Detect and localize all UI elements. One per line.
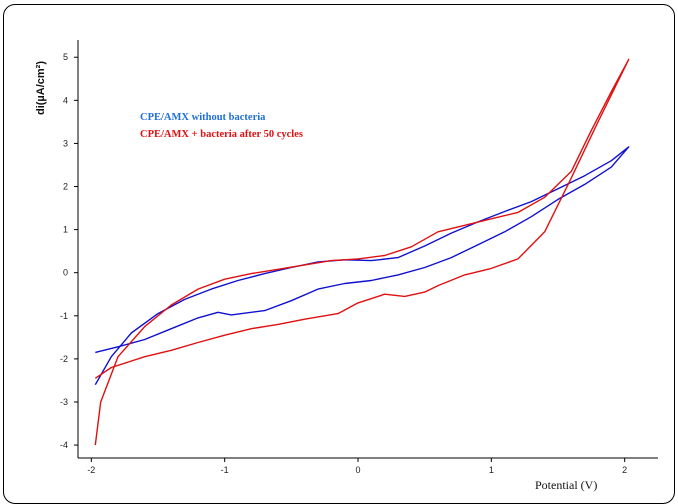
y-axis-label: di(µA/cm²) [35, 61, 47, 115]
y-ticks: -4 -3 -2 -1 0 1 2 3 4 5 [60, 52, 78, 450]
axes [77, 40, 658, 459]
y-tick-label: 3 [63, 138, 68, 148]
series-line-1 [94, 58, 630, 446]
x-tick-label: 2 [622, 465, 627, 475]
series-line-0 [94, 146, 630, 386]
series-group [94, 58, 630, 446]
cv-chart: -2 -1 0 1 2 -4 -3 -2 -1 0 1 2 3 4 5 CPE/AMX without b… [35, 40, 658, 492]
y-tick-label: -2 [60, 354, 68, 364]
y-tick-label: 0 [63, 268, 68, 278]
y-tick-label: 1 [63, 225, 68, 235]
x-tick-label: -1 [221, 465, 229, 475]
legend-entry-0: CPE/AMX without bacteria [140, 112, 266, 123]
y-tick-label: 2 [63, 182, 68, 192]
y-tick-label: 5 [63, 52, 68, 62]
y-tick-label: -1 [60, 311, 68, 321]
x-axis-label: Potential (V) [535, 478, 597, 492]
x-tick-label: 0 [355, 465, 360, 475]
x-tick-label: -2 [87, 465, 95, 475]
y-tick-label: 4 [63, 95, 68, 105]
legend-entry-1: CPE/AMX + bacteria after 50 cycles [140, 129, 303, 140]
x-ticks: -2 -1 0 1 2 [87, 458, 627, 475]
legend: CPE/AMX without bacteria CPE/AMX + bacte… [140, 112, 303, 140]
y-tick-label: -4 [60, 440, 68, 450]
x-tick-label: 1 [489, 465, 494, 475]
y-tick-label: -3 [60, 397, 68, 407]
